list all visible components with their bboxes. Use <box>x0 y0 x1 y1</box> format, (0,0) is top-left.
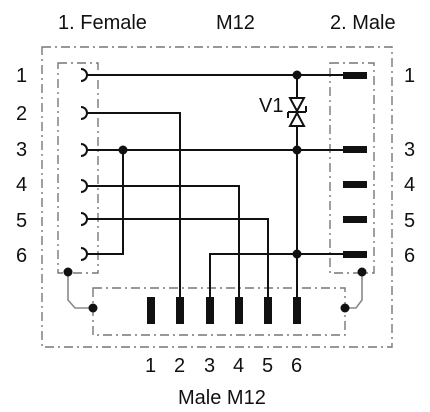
female-socket-symbols <box>80 68 88 261</box>
female-connector-title: 1. Female <box>58 12 147 34</box>
outer-frame <box>41 46 393 348</box>
right-pin-5: 5 <box>404 210 415 232</box>
male-m12-label: Male M12 <box>178 387 266 409</box>
left-pin-4: 4 <box>16 174 27 196</box>
right-pin-1: 1 <box>404 65 415 87</box>
left-pin-2: 2 <box>16 103 27 125</box>
shield-dot-left <box>63 267 73 277</box>
left-pin-5: 5 <box>16 210 27 232</box>
right-pin-6: 6 <box>404 245 415 267</box>
junction-dots <box>118 70 302 259</box>
shield-wire-right <box>345 272 363 309</box>
left-pin-6: 6 <box>16 245 27 267</box>
left-pin-1: 1 <box>16 65 27 87</box>
shield-dot-right <box>357 267 367 277</box>
bottom-pin-3: 3 <box>204 355 215 377</box>
bottom-pin-2: 2 <box>174 355 185 377</box>
wires <box>87 74 343 297</box>
connector-type-title: M12 <box>216 12 255 34</box>
bottom-pin-4: 4 <box>233 355 244 377</box>
shield-node-left <box>88 303 98 313</box>
bottom-pin-5: 5 <box>262 355 273 377</box>
left-pin-3: 3 <box>16 139 27 161</box>
female-connector-box <box>57 62 99 274</box>
right-pin-4: 4 <box>404 174 415 196</box>
bottom-pin-1: 1 <box>145 355 156 377</box>
shield-node-right <box>340 303 350 313</box>
male-connector-title: 2. Male <box>330 12 396 34</box>
male-pin-symbols <box>343 72 367 258</box>
right-pin-3: 3 <box>404 139 415 161</box>
shield-wire-left <box>67 272 93 309</box>
bottom-connector-box <box>92 287 346 336</box>
v1-diode-icon <box>287 97 307 127</box>
male-connector-box <box>329 62 375 274</box>
bottom-pin-6: 6 <box>291 355 302 377</box>
v1-label: V1 <box>259 95 283 117</box>
bottom-pin-symbols <box>147 297 301 324</box>
